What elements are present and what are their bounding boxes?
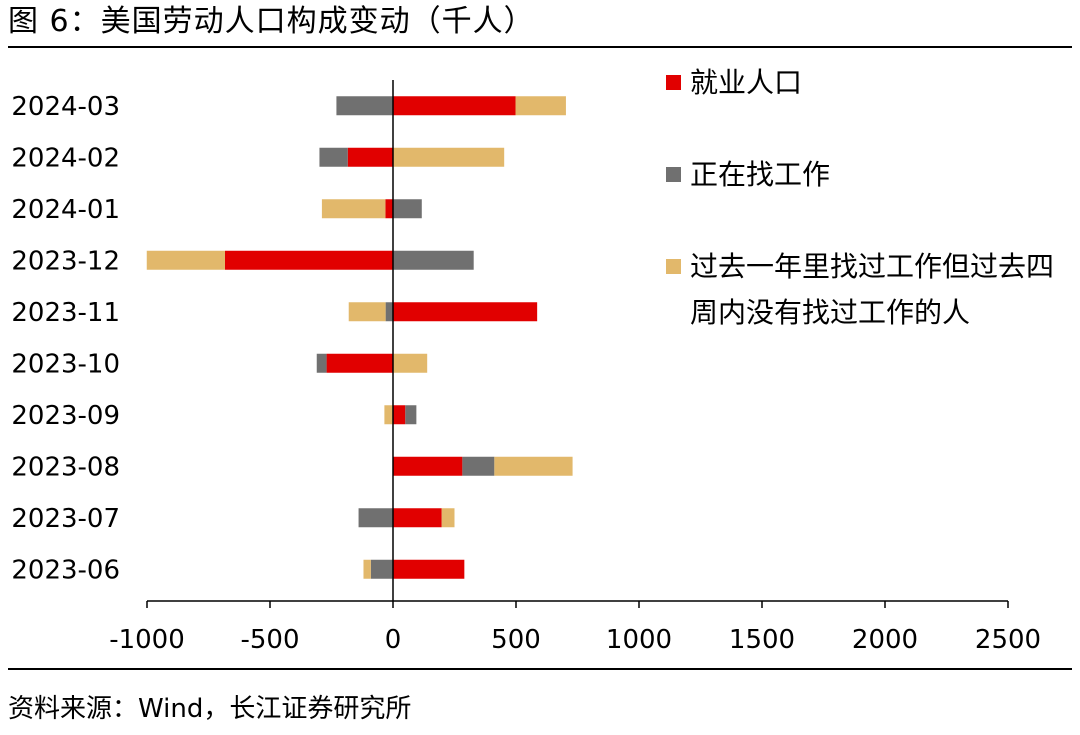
y-tick-label-2023-12: 2023-12 <box>11 246 120 276</box>
bar-2024-03-series-1 <box>336 96 393 116</box>
y-tick-label-2024-02: 2024-02 <box>11 143 120 173</box>
bar-2023-07-series-1 <box>358 508 393 528</box>
top-rule <box>8 46 1072 48</box>
y-tick-label-2023-10: 2023-10 <box>11 349 120 379</box>
legend-swatch-marginal <box>666 259 681 274</box>
x-tick-label-1000: 1000 <box>606 625 672 655</box>
bar-2023-07-series-0 <box>393 508 442 528</box>
bar-2023-11-series-2 <box>348 302 386 322</box>
bar-2024-03-series-0 <box>393 96 516 116</box>
bar-2023-11-series-1 <box>385 302 393 322</box>
y-tick-label-2023-08: 2023-08 <box>11 452 120 482</box>
bar-2023-09-series-1 <box>405 405 417 425</box>
x-tick-label-2000: 2000 <box>852 625 918 655</box>
legend-swatch-employed <box>666 75 681 90</box>
bar-2023-10-series-1 <box>316 353 327 373</box>
bar-2023-10-series-2 <box>393 353 428 373</box>
bar-2024-02-series-0 <box>347 147 393 167</box>
chart-title: 图 6：美国劳动人口构成变动（千人） <box>8 4 535 39</box>
bar-2023-12-series-1 <box>393 250 474 270</box>
y-tick-label-2023-07: 2023-07 <box>11 504 120 534</box>
legend-label-searching: 正在找工作 <box>690 158 831 191</box>
legend-swatch-searching <box>666 167 681 182</box>
x-tick-label-0: 0 <box>385 625 402 655</box>
x-tick-label-500: 500 <box>491 625 541 655</box>
x-tick-label-2500: 2500 <box>975 625 1041 655</box>
y-tick-label-2023-11: 2023-11 <box>11 298 120 328</box>
bar-2023-10-series-0 <box>326 353 393 373</box>
bottom-rule <box>8 668 1072 670</box>
x-tick-label--500: -500 <box>240 625 299 655</box>
bar-2023-08-series-1 <box>462 456 495 476</box>
legend-item-marginal: 过去一年里找过工作但过去四周内没有找过工作的人 <box>660 244 1070 336</box>
y-tick-label-2023-06: 2023-06 <box>11 555 120 585</box>
chart-legend: 就业人口 正在找工作 过去一年里找过工作但过去四周内没有找过工作的人 <box>660 60 1070 336</box>
bar-2023-09-series-2 <box>384 405 393 425</box>
legend-label-employed: 就业人口 <box>690 66 803 99</box>
bar-2023-09-series-0 <box>393 405 406 425</box>
bar-2023-06-series-1 <box>370 559 393 579</box>
bar-2024-02-series-1 <box>319 147 348 167</box>
y-tick-label-2023-09: 2023-09 <box>11 401 120 431</box>
source-note: 资料来源：Wind，长江证券研究所 <box>8 694 412 724</box>
bar-2024-01-series-2 <box>321 199 386 219</box>
x-tick-label--1000: -1000 <box>109 625 185 655</box>
y-tick-label-2024-01: 2024-01 <box>11 195 120 225</box>
bar-2023-12-series-0 <box>224 250 393 270</box>
y-tick-label-2024-03: 2024-03 <box>11 92 120 122</box>
bar-2023-11-series-0 <box>393 302 538 322</box>
bar-2023-08-series-2 <box>494 456 573 476</box>
x-tick-label-1500: 1500 <box>729 625 795 655</box>
bar-2023-07-series-2 <box>441 508 455 528</box>
bar-2024-01-series-0 <box>385 199 393 219</box>
bar-2023-06-series-2 <box>363 559 371 579</box>
bar-2024-03-series-2 <box>515 96 566 116</box>
bar-2023-06-series-0 <box>393 559 465 579</box>
bar-2023-12-series-2 <box>146 250 225 270</box>
legend-item-searching: 正在找工作 <box>660 152 1070 198</box>
bar-2023-08-series-0 <box>393 456 463 476</box>
legend-item-employed: 就业人口 <box>660 60 1070 106</box>
legend-label-marginal: 过去一年里找过工作但过去四周内没有找过工作的人 <box>690 250 1055 329</box>
bar-2024-01-series-1 <box>393 199 422 219</box>
bar-2024-02-series-2 <box>393 147 505 167</box>
